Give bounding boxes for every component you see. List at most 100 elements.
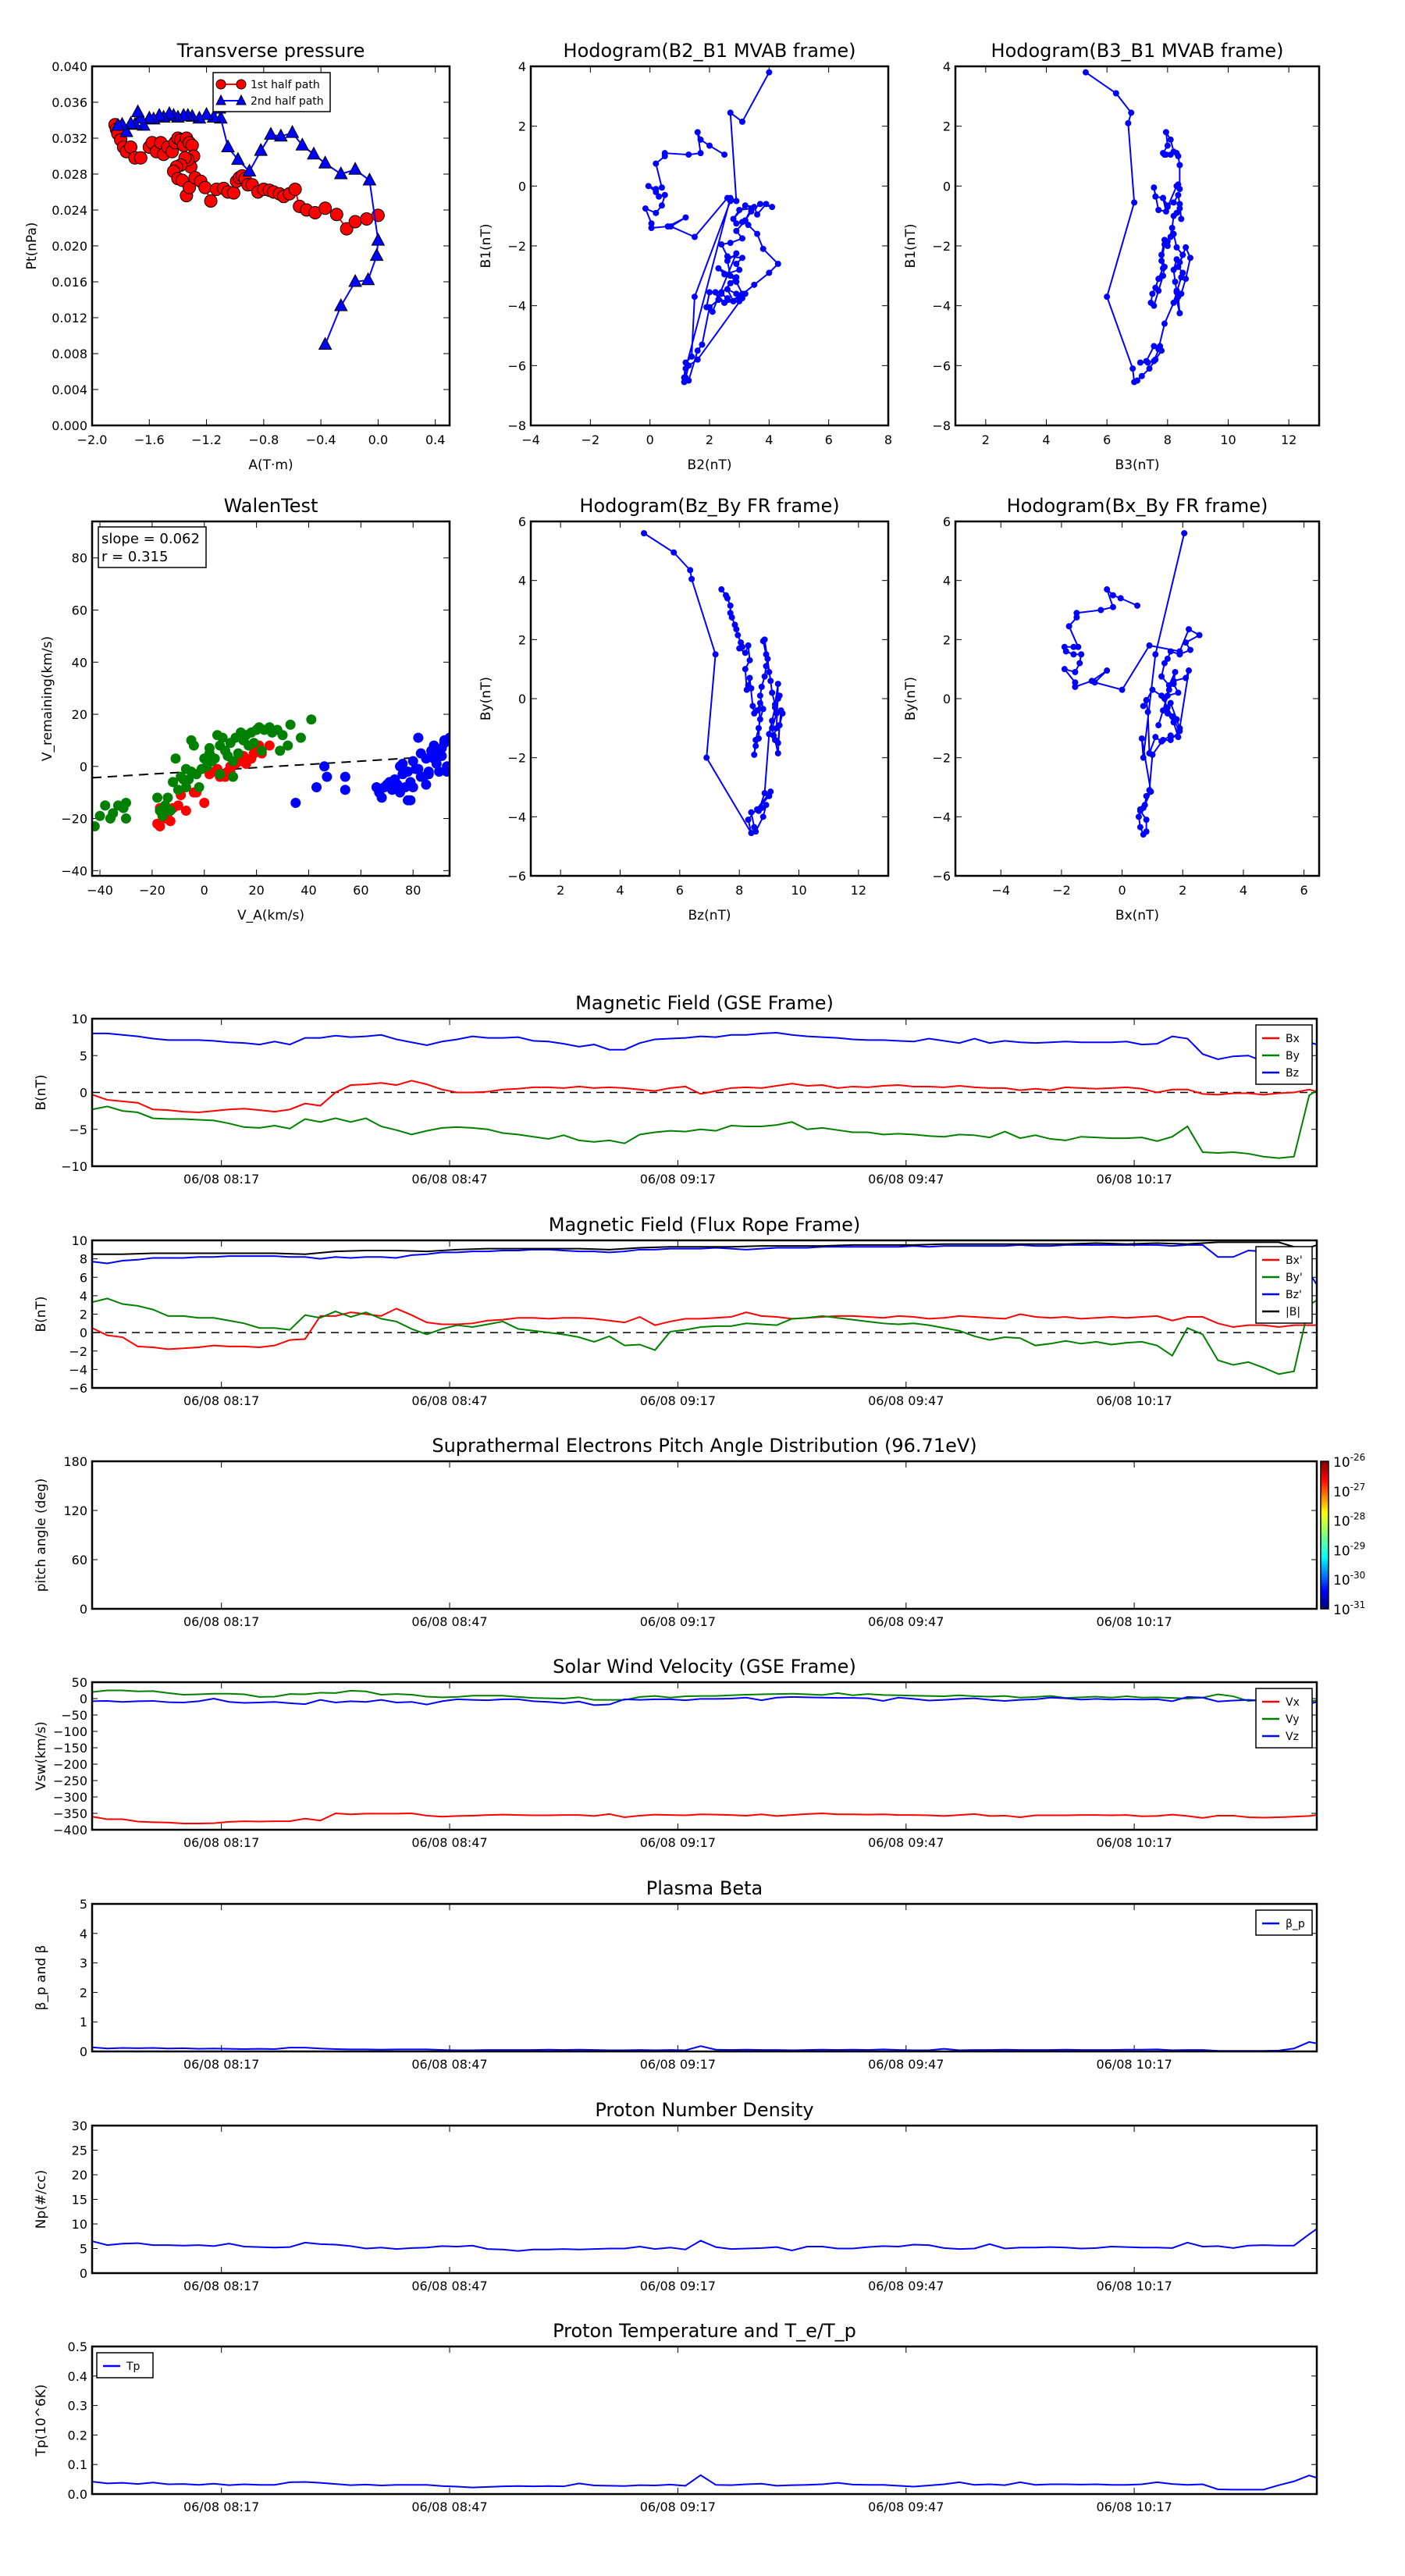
data-point	[703, 754, 710, 761]
axes-frame	[529, 520, 890, 877]
legend: Bx' By' Bz' |B|	[1255, 1246, 1313, 1324]
legend-label: Vz	[1286, 1731, 1299, 1743]
y-tick-label: −4	[69, 1362, 87, 1377]
data-point	[322, 771, 333, 782]
y-tick-label: 6	[943, 514, 951, 529]
data-point	[766, 69, 773, 76]
y-tick-label: 0	[80, 1602, 87, 1617]
data-point	[1149, 686, 1156, 693]
y-tick-label: −4	[507, 809, 526, 824]
y-tick-label: 0.012	[52, 311, 87, 326]
x-tick-label: 6	[825, 432, 833, 447]
data-point	[392, 779, 403, 790]
data-point	[758, 683, 765, 690]
legend-marker	[236, 94, 247, 105]
data-point	[1164, 655, 1171, 662]
panel-title: Solar Wind Velocity (GSE Frame)	[553, 1656, 856, 1678]
y-axis-label: Pt(nPa)	[24, 222, 40, 270]
data-point	[706, 289, 713, 296]
data-point	[290, 798, 301, 809]
y-tick-label: −200	[53, 1757, 87, 1772]
y-tick-label: 20	[72, 707, 87, 722]
panel-title: Magnetic Field (Flux Rope Frame)	[549, 1214, 860, 1236]
data-point	[340, 222, 354, 236]
legend-label: 2nd half path	[251, 95, 324, 108]
data-point	[715, 265, 722, 272]
data-point	[730, 297, 737, 304]
y-tick-label: 0	[518, 179, 526, 194]
x-tick-label: 06/08 09:17	[640, 1172, 716, 1187]
data-point	[697, 150, 704, 157]
data-point	[1170, 678, 1177, 685]
y-tick-label: 2	[518, 119, 526, 134]
data-point	[742, 290, 749, 297]
data-point	[681, 379, 688, 386]
x-tick-label: 06/08 10:17	[1096, 2500, 1172, 2514]
data-point	[421, 779, 432, 790]
x-tick-label: 06/08 08:47	[411, 1172, 487, 1187]
data-point	[642, 205, 649, 212]
data-point	[165, 806, 176, 817]
axes-frame	[91, 65, 451, 427]
x-tick-label: 06/08 09:17	[640, 2057, 716, 2072]
data-point	[1186, 254, 1193, 262]
data-point	[774, 261, 781, 267]
data-point	[1152, 193, 1159, 200]
data-point	[736, 266, 743, 273]
data-point	[1072, 668, 1079, 675]
x-tick-label: 06/08 08:17	[183, 1393, 259, 1408]
y-axis-label: β_p and β	[34, 1945, 49, 2011]
data-point	[694, 347, 701, 354]
data-point	[1144, 709, 1151, 716]
data-point	[724, 258, 731, 265]
data-point	[1146, 642, 1153, 649]
x-tick-label: 40	[301, 883, 316, 898]
data-point	[1161, 660, 1168, 667]
data-point	[661, 153, 668, 159]
y-tick-label: 0.000	[52, 418, 87, 433]
data-point	[376, 792, 387, 803]
data-point	[421, 753, 432, 764]
data-point	[736, 645, 743, 652]
x-tick-label: 6	[676, 883, 684, 898]
data-point	[763, 663, 770, 670]
data-point	[369, 247, 384, 262]
x-axis-label: A(T·m)	[248, 457, 293, 473]
data-point	[1183, 276, 1190, 283]
legend: Bx By Bz	[1255, 1024, 1313, 1085]
y-tick-label: −8	[932, 418, 951, 433]
data-point	[687, 567, 694, 574]
data-point	[733, 274, 740, 281]
data-point	[248, 738, 259, 749]
data-point	[133, 110, 148, 124]
data-point	[756, 699, 763, 706]
data-point	[1176, 651, 1183, 658]
y-tick-label: 0.016	[52, 275, 87, 290]
data-point	[1168, 225, 1176, 231]
y-tick-label: 0.032	[52, 131, 87, 146]
data-point	[1158, 251, 1165, 258]
legend-marker	[215, 79, 226, 90]
data-point	[727, 272, 734, 279]
y-tick-label: 0.2	[68, 2428, 87, 2443]
data-point	[348, 273, 362, 287]
x-tick-label: 06/08 09:47	[868, 2057, 944, 2072]
data-point	[738, 118, 745, 125]
y-tick-label: −6	[932, 869, 951, 884]
colorbar-tick-exponent: -30	[1350, 1570, 1366, 1581]
y-tick-label: 0	[80, 2044, 87, 2059]
y-tick-label: 4	[518, 59, 526, 74]
data-point	[769, 689, 776, 696]
data-point	[1151, 343, 1158, 350]
data-point	[288, 183, 302, 197]
data-point	[738, 235, 745, 242]
data-point	[394, 787, 405, 798]
legend-marker	[215, 94, 226, 105]
x-axis-label: B2(nT)	[688, 457, 732, 473]
data-point	[199, 798, 210, 809]
x-tick-label: 12	[851, 883, 866, 898]
legend-label: By'	[1286, 1272, 1303, 1284]
data-point	[641, 530, 648, 537]
y-tick-label: 5	[80, 2242, 87, 2257]
y-tick-label: 50	[72, 1675, 87, 1690]
